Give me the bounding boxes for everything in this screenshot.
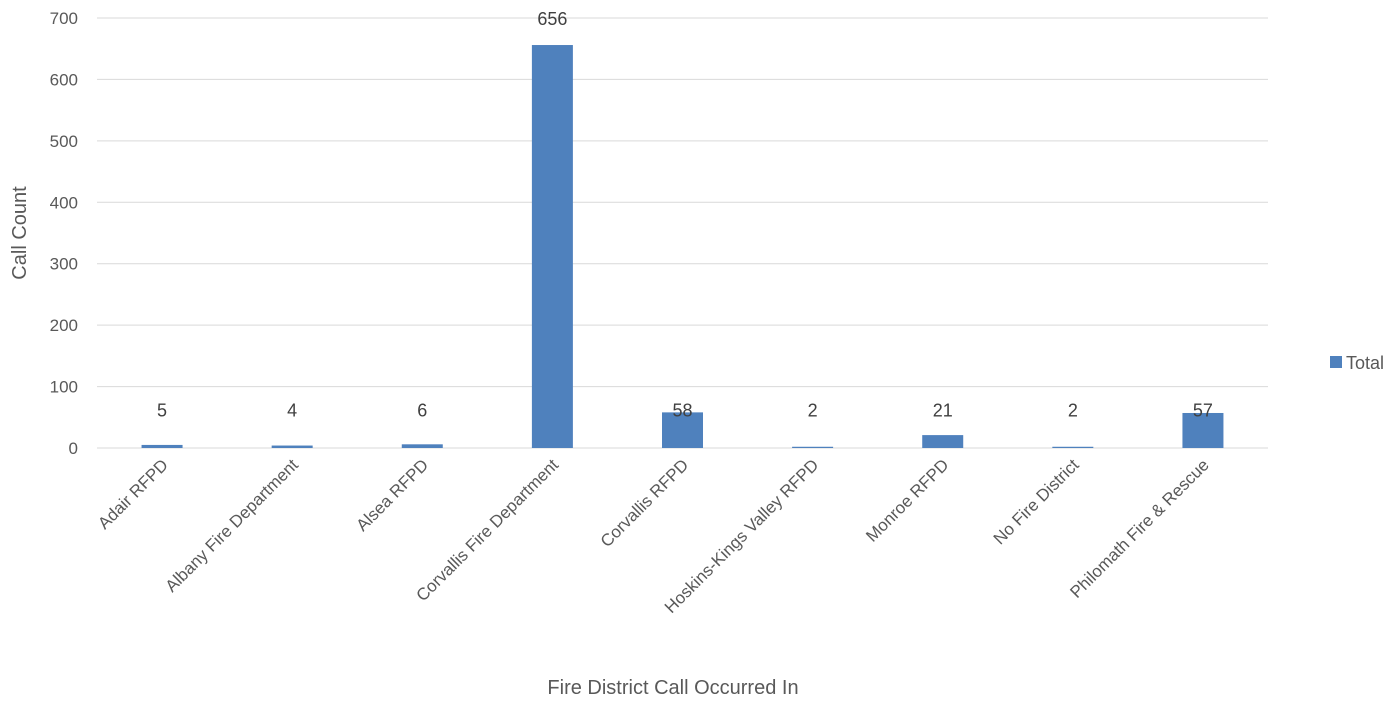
data-label: 2 bbox=[1068, 401, 1078, 421]
data-label: 58 bbox=[672, 401, 692, 421]
data-label: 656 bbox=[537, 9, 567, 29]
y-tick-label: 400 bbox=[50, 193, 78, 212]
y-tick-label: 500 bbox=[50, 132, 78, 151]
y-tick-label: 200 bbox=[50, 316, 78, 335]
data-label: 4 bbox=[287, 401, 297, 421]
y-tick-label: 600 bbox=[50, 70, 78, 89]
bar bbox=[271, 445, 313, 448]
bar bbox=[792, 446, 834, 448]
data-label: 2 bbox=[808, 401, 818, 421]
legend-swatch bbox=[1330, 356, 1342, 368]
data-label: 5 bbox=[157, 401, 167, 421]
bar bbox=[401, 444, 443, 448]
x-tick-label: Hoskins-Kings Valley RFPD bbox=[661, 455, 823, 617]
bar bbox=[662, 412, 703, 448]
y-tick-label: 300 bbox=[50, 255, 78, 274]
data-label: 21 bbox=[933, 401, 953, 421]
x-axis-title: Fire District Call Occurred In bbox=[547, 677, 798, 699]
x-tick-label: Monroe RFPD bbox=[862, 455, 952, 545]
y-axis-title: Call Count bbox=[9, 186, 31, 280]
bar bbox=[922, 435, 964, 448]
bar bbox=[531, 45, 573, 449]
x-tick-label: No Fire District bbox=[990, 455, 1083, 548]
legend: Total bbox=[1330, 353, 1384, 373]
y-tick-label: 100 bbox=[50, 378, 78, 397]
bar bbox=[1182, 412, 1224, 448]
data-labels: 5 4 6 656 58 2 21 2 57 bbox=[157, 9, 1213, 421]
x-tick-label: Corvallis RFPD bbox=[597, 455, 693, 551]
data-label: 57 bbox=[1193, 401, 1213, 421]
y-tick-label: 0 bbox=[69, 439, 78, 458]
x-tick-label: Adair RFPD bbox=[94, 455, 172, 533]
x-tick-label: Philomath Fire & Rescue bbox=[1066, 455, 1212, 601]
y-tick-label: 700 bbox=[50, 9, 78, 28]
bar bbox=[1052, 446, 1094, 448]
x-tick-label: Albany Fire Department bbox=[162, 455, 303, 596]
y-axis-ticks: 0 100 200 300 400 500 600 700 bbox=[50, 9, 78, 458]
x-tick-label: Alsea RFPD bbox=[353, 455, 433, 535]
gridlines bbox=[97, 17, 1268, 449]
bars bbox=[141, 45, 1224, 449]
legend-label-total: Total bbox=[1346, 353, 1384, 373]
bar bbox=[141, 444, 183, 448]
x-tick-label: Corvallis Fire Department bbox=[412, 455, 562, 605]
data-label: 6 bbox=[417, 401, 427, 421]
